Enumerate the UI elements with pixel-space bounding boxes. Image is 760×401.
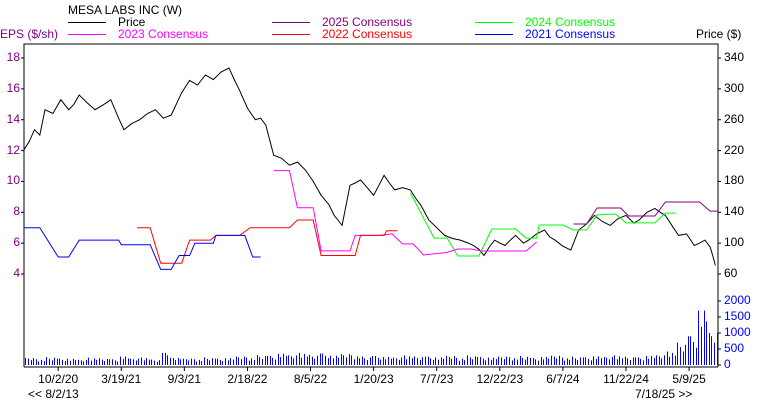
legend-label: 2025 Consensus bbox=[322, 15, 413, 29]
legend-label: 2023 Consensus bbox=[118, 27, 209, 41]
x-tick-label: 2/18/22 bbox=[227, 372, 268, 386]
x-tick-label: 9/3/21 bbox=[167, 372, 202, 386]
legend-label: 2021 Consensus bbox=[525, 27, 616, 41]
price-tick-label: 220 bbox=[724, 142, 745, 157]
legend-swatch bbox=[68, 34, 106, 35]
x-tick-label: 1/20/23 bbox=[353, 372, 394, 386]
eps-tick-label: 10 bbox=[6, 173, 20, 188]
x-tick-label: 5/9/25 bbox=[672, 372, 706, 386]
right-axis-label: Price ($) bbox=[696, 27, 742, 41]
price-tick-label: 260 bbox=[724, 111, 745, 126]
series-line-2024-consensus bbox=[409, 192, 676, 257]
eps-tick-label: 14 bbox=[6, 111, 20, 126]
left-axis-label: EPS ($/sh) bbox=[0, 27, 59, 41]
volume-tick-label: 500 bbox=[724, 341, 745, 355]
volume-tick-label: 0 bbox=[724, 357, 731, 371]
eps-tick-label: 8 bbox=[13, 204, 20, 219]
x-tick-label: 3/19/21 bbox=[101, 372, 142, 386]
series-line-2025-consensus bbox=[573, 201, 718, 225]
eps-tick-label: 6 bbox=[13, 235, 20, 250]
price-tick-label: 300 bbox=[724, 80, 745, 95]
price-tick-label: 60 bbox=[724, 265, 738, 280]
plot-frame bbox=[23, 43, 719, 367]
series-line-2023-consensus bbox=[273, 170, 537, 256]
x-tick-label: 12/22/23 bbox=[476, 372, 524, 386]
eps-tick-label: 12 bbox=[6, 142, 20, 157]
legend-label: 2022 Consensus bbox=[322, 27, 413, 41]
range-end[interactable]: 7/18/25 >> bbox=[635, 387, 693, 401]
price-tick-label: 180 bbox=[724, 173, 745, 188]
x-tick-label: 10/2/20 bbox=[38, 372, 79, 386]
x-tick-label: 7/7/23 bbox=[420, 372, 454, 386]
series-line-2022-consensus bbox=[137, 219, 398, 264]
volume-tick-label: 1000 bbox=[724, 325, 751, 339]
range-start[interactable]: << 8/2/13 bbox=[28, 387, 79, 401]
legend-swatch bbox=[272, 22, 310, 23]
legend-swatch bbox=[475, 22, 513, 23]
price-tick-label: 340 bbox=[724, 50, 745, 64]
volume-tick-label: 2000 bbox=[724, 293, 751, 307]
price-tick-label: 140 bbox=[724, 204, 745, 219]
x-tick-label: 11/22/24 bbox=[603, 372, 649, 386]
eps-tick-label: 18 bbox=[6, 50, 20, 64]
legend-swatch bbox=[475, 34, 513, 35]
x-tick-label: 8/5/22 bbox=[293, 372, 328, 386]
price-tick-label: 100 bbox=[724, 235, 745, 250]
chart-title: MESA LABS INC (W) bbox=[68, 3, 183, 17]
series-line-2021-consensus bbox=[24, 227, 261, 270]
eps-tick-label: 4 bbox=[13, 266, 20, 281]
volume-tick-label: 1500 bbox=[724, 309, 751, 323]
x-tick-label: 6/7/24 bbox=[546, 372, 580, 386]
legend-swatch bbox=[68, 22, 106, 23]
series-line-price bbox=[23, 67, 716, 266]
legend-label: Price bbox=[118, 15, 146, 29]
legend-label: 2024 Consensus bbox=[525, 15, 616, 29]
legend-swatch bbox=[272, 34, 310, 35]
eps-tick-label: 16 bbox=[6, 80, 20, 95]
